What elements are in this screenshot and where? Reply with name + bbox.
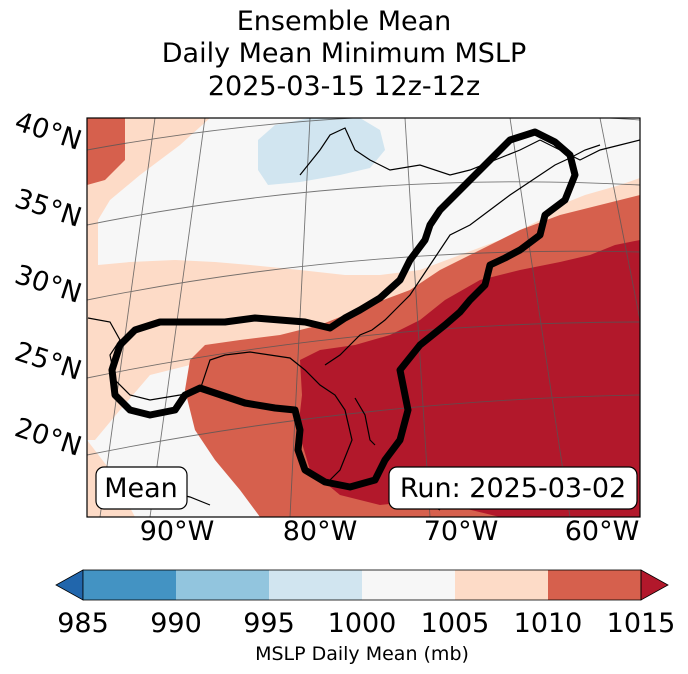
colorbar-bin-1005-1010 xyxy=(455,570,548,600)
mean-box-label: Mean xyxy=(104,473,178,504)
run-box-label: Run: 2025-03-02 xyxy=(400,473,626,504)
lon-label-90w: 90°W xyxy=(140,516,215,547)
colorbar-extend-low xyxy=(55,569,84,601)
lon-label-70w: 70°W xyxy=(424,516,499,547)
map-border xyxy=(86,117,641,518)
lat-label-25: 25°N xyxy=(11,336,85,387)
title-line-2: Daily Mean Minimum MSLP xyxy=(161,38,527,69)
colorbar-tick-1010: 1010 xyxy=(514,608,583,639)
colorbar-label: MSLP Daily Mean (mb) xyxy=(255,643,469,665)
pressure-field-1010-1015 xyxy=(87,118,125,185)
colorbar-bin-1010-1015 xyxy=(548,570,641,600)
colorbar-outline xyxy=(82,569,642,601)
colorbar-bin-990-995 xyxy=(176,570,269,600)
colorbar-tick-995: 995 xyxy=(243,608,295,639)
lat-label-35: 35°N xyxy=(11,183,85,234)
pressure-field-above-1015 xyxy=(298,240,640,517)
mean-box xyxy=(95,466,188,510)
title-line-3: 2025-03-15 12z-12z xyxy=(207,71,481,102)
map-area xyxy=(87,118,640,517)
graticule xyxy=(87,118,640,517)
mean-contour xyxy=(108,128,579,491)
run-box xyxy=(388,466,638,510)
lat-label-40: 40°N xyxy=(11,106,85,157)
lat-label-30: 30°N xyxy=(11,259,85,310)
colorbar-bin-995-1000 xyxy=(269,570,362,600)
colorbar xyxy=(55,569,669,601)
colorbar-bin-985-990 xyxy=(83,570,176,600)
pressure-field-1005-1010 xyxy=(87,118,640,440)
colorbar-tick-985: 985 xyxy=(57,608,109,639)
colorbar-tick-1000: 1000 xyxy=(328,608,397,639)
title-line-1: Ensemble Mean xyxy=(236,6,452,37)
colorbar-tick-1005: 1005 xyxy=(421,608,490,639)
pressure-field-995-1000 xyxy=(258,118,385,185)
coastlines xyxy=(87,127,640,511)
lon-label-80w: 80°W xyxy=(283,516,358,547)
lon-label-60w: 60°W xyxy=(565,516,640,547)
colorbar-tick-990: 990 xyxy=(150,608,202,639)
colorbar-bin-1000-1005 xyxy=(362,570,455,600)
colorbar-extend-high xyxy=(640,569,669,601)
lat-label-20: 20°N xyxy=(11,412,85,463)
colorbar-tick-1015: 1015 xyxy=(607,608,676,639)
